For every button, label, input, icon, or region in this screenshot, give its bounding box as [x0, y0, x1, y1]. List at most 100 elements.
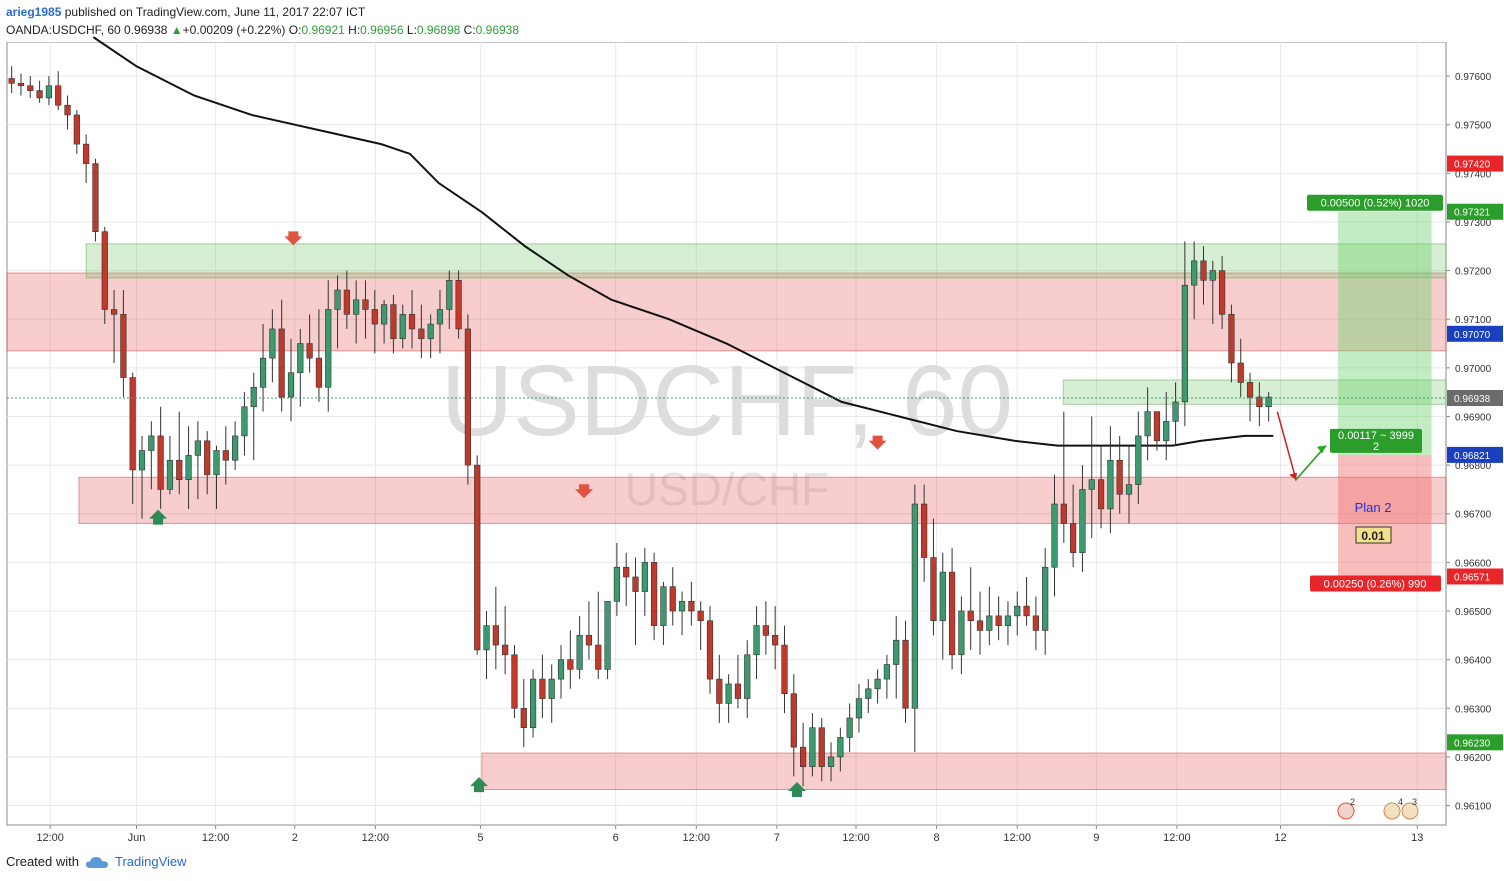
- candle-body: [483, 625, 490, 651]
- candle-body: [1125, 484, 1133, 495]
- candle-body: [623, 566, 630, 578]
- candle-body: [1219, 270, 1226, 315]
- candle-body: [436, 309, 444, 325]
- sell-arrow-icon: [575, 484, 594, 499]
- candle-body: [893, 639, 900, 665]
- profit-zone: [1338, 211, 1432, 455]
- candle-body: [101, 231, 108, 310]
- x-tick-label: 12:00: [683, 832, 711, 844]
- candle-body: [753, 625, 760, 656]
- buy-arrow-icon: [149, 509, 168, 525]
- candle-body: [986, 615, 993, 631]
- x-tick-label: 13: [1411, 832, 1423, 844]
- flag-count-b: 3: [1412, 797, 1417, 807]
- y-tick-label: 0.96600: [1455, 558, 1492, 569]
- candle-body: [241, 406, 248, 437]
- x-tick-label: 12:00: [1003, 832, 1031, 844]
- candle-body: [539, 678, 546, 699]
- projection-arrowhead-icon: [1317, 445, 1326, 454]
- y-tick-label: 0.96800: [1455, 461, 1492, 472]
- candle-body: [595, 644, 602, 670]
- red-zone: [78, 476, 1447, 524]
- candle-body: [651, 562, 658, 626]
- sell-arrow-icon: [284, 231, 303, 246]
- candle-body: [827, 756, 835, 767]
- tradingview-link[interactable]: TradingView: [114, 854, 187, 869]
- y-tick-label: 0.97000: [1455, 364, 1492, 375]
- candle-body: [688, 600, 695, 612]
- candle-body: [1246, 382, 1254, 398]
- candle-body: [73, 114, 80, 145]
- x-tick-label: 12: [1274, 832, 1286, 844]
- candle-body: [641, 562, 648, 592]
- candle-body: [92, 163, 99, 232]
- candle-body: [967, 610, 974, 622]
- candle-body: [958, 610, 965, 656]
- entry-label-line1: 0.00117 ~ 3999: [1338, 430, 1414, 442]
- change-value: +0.00209 (+0.22%): [182, 23, 286, 37]
- candle-body: [166, 459, 174, 490]
- x-tick-label: 8: [934, 832, 940, 844]
- x-tick-label: 12:00: [1163, 832, 1191, 844]
- candle-body: [1116, 459, 1123, 495]
- candle-body: [381, 304, 388, 325]
- candle-body: [902, 639, 909, 709]
- event-icon: [1337, 802, 1355, 820]
- x-tick-label: 5: [477, 832, 483, 844]
- stop-label: 0.00250 (0.26%) 990: [1324, 578, 1427, 590]
- y-tick-label: 0.96200: [1455, 753, 1492, 764]
- candle-body: [883, 664, 890, 680]
- open-label: O:: [288, 23, 302, 37]
- candle-body: [930, 557, 937, 622]
- candle-body: [976, 620, 984, 631]
- candle-body: [800, 746, 807, 767]
- candle-body: [427, 323, 434, 339]
- target-label: 0.00500 (0.52%) 1020: [1321, 198, 1430, 210]
- x-tick-label: 12:00: [36, 832, 64, 844]
- candle-body: [744, 654, 751, 699]
- candle-body: [1181, 284, 1188, 403]
- candle-body: [204, 440, 211, 476]
- candle-body: [1172, 401, 1179, 422]
- low-label: L:: [406, 23, 417, 37]
- created-with-text: Created with: [6, 854, 79, 869]
- candle-body: [557, 659, 565, 680]
- y-tick-label: 0.96300: [1455, 704, 1492, 715]
- candle-body: [716, 678, 723, 704]
- price-tag-bg: [1447, 568, 1503, 585]
- price-tag-bg: [1447, 325, 1503, 342]
- candle-body: [1209, 270, 1216, 281]
- candle-body: [697, 610, 704, 622]
- candle-body: [1237, 362, 1244, 383]
- candle-body: [781, 644, 788, 694]
- candle-body: [613, 566, 620, 602]
- buy-arrow-icon: [788, 781, 807, 797]
- green-zone: [1062, 379, 1447, 405]
- candle-body: [222, 450, 229, 461]
- candle-body: [371, 309, 378, 325]
- price-tag-label: 0.96571: [1454, 572, 1491, 583]
- candle-body: [576, 635, 583, 670]
- candle-body: [213, 450, 220, 476]
- candle-body: [474, 464, 481, 651]
- candle-body: [669, 586, 676, 612]
- price-tag-bg: [1447, 734, 1503, 751]
- candle-body: [874, 678, 881, 690]
- candle-body: [27, 85, 34, 91]
- last-price: 0.96938: [124, 23, 168, 37]
- candle-body: [306, 343, 313, 359]
- price-tag-label: 0.96821: [1454, 451, 1491, 462]
- x-tick-label: Jun: [128, 832, 146, 844]
- close-label: C:: [463, 23, 476, 37]
- candle-body: [390, 304, 397, 339]
- author-name[interactable]: arieg1985: [6, 5, 62, 19]
- candle-body: [1070, 523, 1077, 553]
- candle-body: [1191, 260, 1198, 286]
- candle-body: [232, 435, 239, 461]
- candle-body: [511, 654, 518, 709]
- candle-body: [818, 727, 825, 767]
- high-value: 0.96956: [360, 23, 404, 37]
- price-tag-label: 0.96230: [1454, 738, 1491, 749]
- open-value: 0.96921: [301, 23, 345, 37]
- y-tick-label: 0.97100: [1455, 315, 1492, 326]
